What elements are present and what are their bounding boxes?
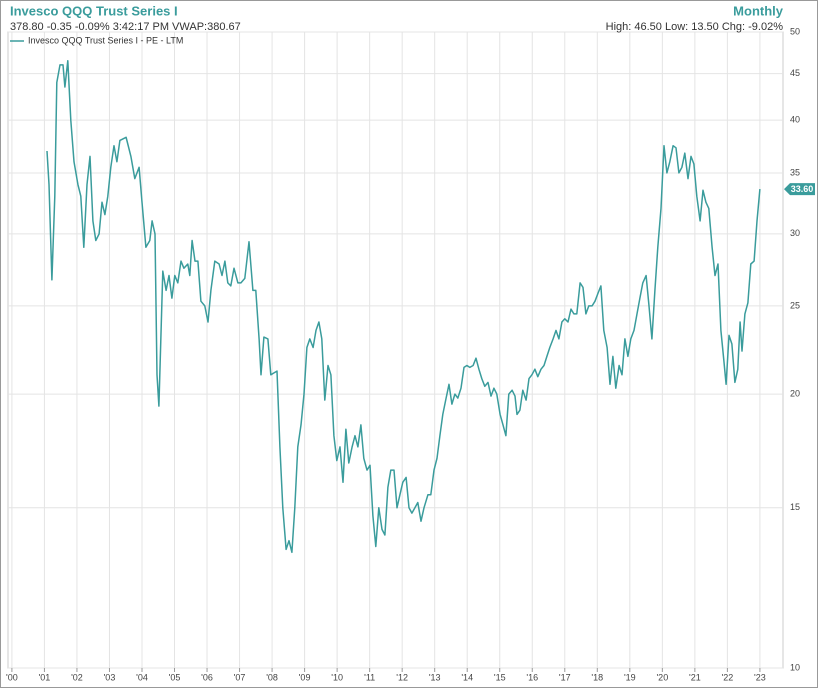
- x-tick-label: '09: [299, 672, 311, 682]
- x-tick-label: '18: [591, 672, 603, 682]
- x-tick-label: '23: [754, 672, 766, 682]
- x-tick-label: '01: [39, 672, 51, 682]
- x-tick-label: '21: [689, 672, 701, 682]
- grid: [7, 31, 784, 669]
- y-tick-label: 30: [790, 228, 800, 238]
- x-tick-label: '07: [234, 672, 246, 682]
- legend-label: Invesco QQQ Trust Series I - PE - LTM: [28, 35, 183, 45]
- x-tick-label: '15: [494, 672, 506, 682]
- x-tick-label: '00: [6, 672, 18, 682]
- y-tick-label: 35: [790, 167, 800, 177]
- y-tick-label: 20: [790, 388, 800, 398]
- x-tick-label: '19: [624, 672, 636, 682]
- x-tick-label: '08: [266, 672, 278, 682]
- x-tick-label: '17: [559, 672, 571, 682]
- y-tick-label: 45: [790, 68, 800, 78]
- end-label: 33.60: [791, 184, 814, 194]
- x-tick-label: '12: [396, 672, 408, 682]
- x-tick-label: '14: [461, 672, 473, 682]
- stats: High: 46.50 Low: 13.50 Chg: -9.02%: [606, 21, 784, 33]
- end-tag: [784, 183, 815, 196]
- x-tick-label: '10: [331, 672, 343, 682]
- series-line: [46, 59, 761, 554]
- y-tick-label: 10: [790, 662, 800, 672]
- x-tick-label: '03: [104, 672, 116, 682]
- x-tick-label: '04: [136, 672, 148, 682]
- y-tick-label: 40: [790, 115, 800, 125]
- x-tick-label: '22: [722, 672, 734, 682]
- x-tick-label: '06: [201, 672, 213, 682]
- chart-title: Invesco QQQ Trust Series I: [10, 3, 178, 18]
- x-tick-label: '20: [656, 672, 668, 682]
- y-tick-label: 50: [790, 26, 800, 36]
- x-tick-label: '16: [526, 672, 538, 682]
- x-tick-label: '11: [364, 672, 375, 682]
- quote: 378.80 -0.35 -0.09% 3:42:17 PM VWAP:380.…: [10, 21, 241, 33]
- y-tick-label: 25: [790, 300, 800, 310]
- x-tick-label: '02: [71, 672, 83, 682]
- x-tick-label: '13: [429, 672, 441, 682]
- y-tick-label: 15: [790, 502, 800, 512]
- x-tick-label: '05: [169, 672, 181, 682]
- period: Monthly: [733, 3, 784, 18]
